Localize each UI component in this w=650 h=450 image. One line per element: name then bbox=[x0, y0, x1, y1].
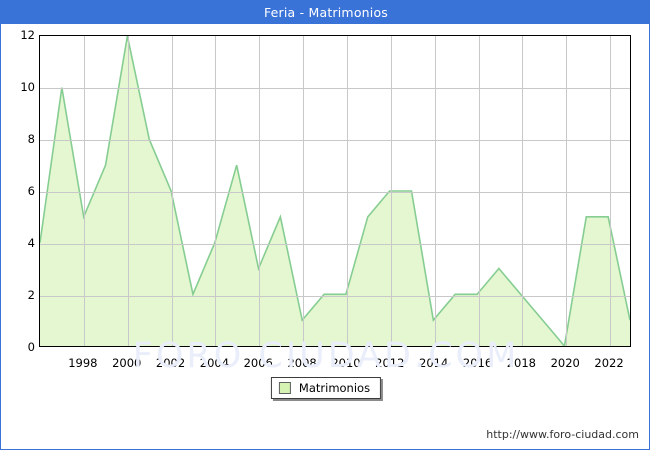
gridline-horizontal bbox=[40, 140, 630, 141]
x-axis-tick-label: 2014 bbox=[419, 356, 449, 370]
x-axis-tick-label: 2002 bbox=[155, 356, 186, 370]
x-axis: 1998 2000 2002 2004 2006 2008 2010 2012 2014 2016… bbox=[1, 356, 649, 374]
gridline-vertical bbox=[478, 36, 480, 346]
y-axis-tick-label: 12 bbox=[20, 28, 35, 42]
x-axis-tick-label: 2020 bbox=[550, 356, 580, 370]
gridline-vertical bbox=[434, 36, 436, 346]
gridline-vertical bbox=[346, 36, 348, 346]
gridline-horizontal bbox=[40, 296, 630, 297]
x-axis-tick-label: 2004 bbox=[199, 356, 230, 370]
y-axis: 0 2 4 6 8 10 12 bbox=[1, 28, 35, 354]
gridline-vertical bbox=[215, 36, 217, 346]
gridline-vertical bbox=[127, 36, 129, 346]
gridline-vertical bbox=[610, 36, 612, 346]
gridline-vertical bbox=[171, 36, 173, 346]
x-axis-tick-label: 2012 bbox=[375, 356, 405, 370]
gridline-vertical bbox=[390, 36, 392, 346]
gridline-horizontal bbox=[40, 244, 630, 245]
y-axis-tick-label: 2 bbox=[27, 288, 35, 302]
footer-url: http://www.foro-ciudad.com bbox=[486, 428, 639, 441]
gridline-horizontal bbox=[40, 192, 630, 193]
y-axis-tick-label: 4 bbox=[27, 236, 35, 250]
gridline-horizontal bbox=[40, 88, 630, 89]
page-title: Feria - Matrimonios bbox=[263, 5, 389, 20]
plot-frame bbox=[39, 35, 631, 347]
gridline-vertical bbox=[259, 36, 261, 346]
x-axis-tick-label: 1998 bbox=[68, 356, 98, 370]
x-axis-tick-label: 2000 bbox=[112, 356, 142, 370]
series-matrimonios bbox=[40, 36, 630, 346]
x-axis-tick-label: 2022 bbox=[594, 356, 624, 370]
y-axis-tick-label: 10 bbox=[20, 80, 35, 94]
legend-swatch-matrimonios bbox=[278, 382, 291, 394]
chart-area: 0 2 4 6 8 10 12 1998 2000 2002 2004 2006 2008 2010 20… bbox=[1, 24, 649, 449]
chart-legend: Matrimonios bbox=[270, 377, 382, 399]
gridline-vertical bbox=[83, 36, 85, 346]
gridline-vertical bbox=[303, 36, 305, 346]
window-title-bar: Feria - Matrimonios bbox=[1, 1, 649, 24]
x-axis-tick-label: 2016 bbox=[462, 356, 493, 370]
x-axis-tick-label: 2018 bbox=[506, 356, 536, 370]
y-axis-tick-label: 0 bbox=[27, 340, 35, 354]
y-axis-tick-label: 8 bbox=[27, 132, 35, 146]
area-fill bbox=[40, 36, 630, 346]
area-line bbox=[40, 36, 630, 346]
gridline-vertical bbox=[522, 36, 524, 346]
x-axis-tick-label: 2008 bbox=[287, 356, 317, 370]
legend-label-matrimonios: Matrimonios bbox=[298, 381, 371, 395]
y-axis-tick-label: 6 bbox=[27, 184, 35, 198]
x-axis-tick-label: 2010 bbox=[331, 356, 361, 370]
gridline-vertical bbox=[566, 36, 568, 346]
x-axis-tick-label: 2006 bbox=[243, 356, 273, 370]
